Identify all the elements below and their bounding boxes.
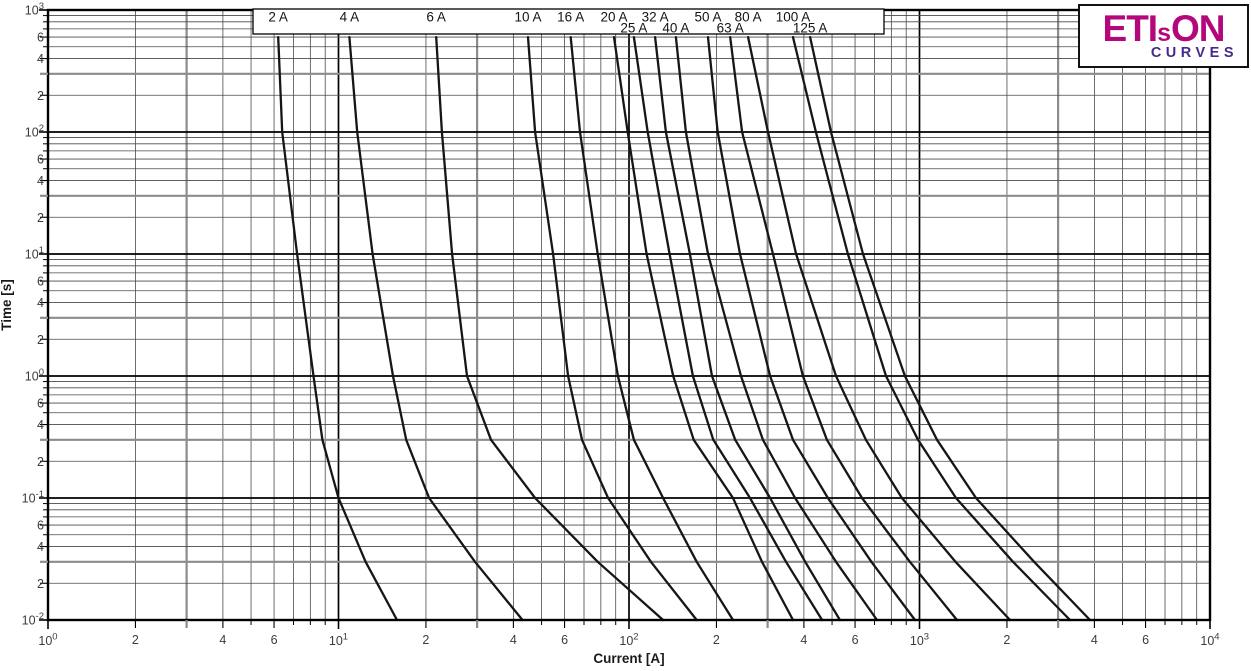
- y-tick-minor: 6: [37, 275, 44, 289]
- curve-20a: [612, 35, 795, 622]
- curve-label-strip: 2 A 4 A 6 A 10 A 16 A 20 A25 A32 A40 A 50 A63 …: [252, 8, 885, 36]
- curve-label-25a: 25 A: [620, 21, 647, 36]
- x-tick-decade-10e4: 104: [1200, 632, 1219, 649]
- curve-label-40a: 40 A: [662, 21, 689, 36]
- y-tick-minor: 6: [37, 397, 44, 411]
- logo-wordmark: ETIsON: [1103, 10, 1226, 47]
- x-axis-labels: 100 101 102 103 104 2 4 6 2 4 6 2 4 6 2 4 6 Current [A]: [38, 632, 1219, 667]
- curve-2a: [277, 35, 399, 622]
- x-tick-minor: 4: [219, 633, 226, 647]
- y-tick-minor: 4: [37, 52, 44, 66]
- etison-logo: ETIsON CURVES: [1078, 4, 1249, 68]
- y-tick-decade-10e-1: 10-1: [22, 489, 44, 506]
- curve-10a: [526, 35, 698, 622]
- curve-100a: [791, 35, 1072, 622]
- curve-label-16a: 16 A: [557, 10, 584, 25]
- logo-tagline: CURVES: [1150, 44, 1238, 61]
- curve-4a: [348, 35, 524, 622]
- y-tick-minor: 4: [37, 296, 44, 310]
- y-tick-minor: 2: [37, 333, 44, 347]
- y-tick-minor: 2: [37, 455, 44, 469]
- curve-label-100a: 100 A: [776, 10, 811, 25]
- curve-label-125a: 125 A: [793, 21, 828, 36]
- curve-6a: [435, 35, 665, 622]
- curve-40a: [674, 35, 879, 622]
- x-tick-minor: 2: [1003, 633, 1010, 647]
- x-tick-minor: 6: [561, 633, 568, 647]
- curve-label-63a: 63 A: [717, 21, 744, 36]
- x-tick-minor: 4: [1091, 633, 1098, 647]
- y-tick-decade-10e2: 102: [25, 123, 44, 140]
- curves: [277, 35, 1092, 622]
- curve-63a: [729, 35, 959, 622]
- x-tick-decade-10e3: 103: [910, 632, 929, 649]
- curve-label-box: [252, 8, 885, 35]
- x-axis-title: Current [A]: [593, 651, 664, 666]
- y-tick-minor: 4: [37, 540, 44, 554]
- y-tick-minor: 6: [37, 519, 44, 533]
- curve-25a: [632, 35, 824, 622]
- y-tick-minor: 4: [37, 418, 44, 432]
- y-tick-minor: 4: [37, 174, 44, 188]
- x-tick-minor: 2: [422, 633, 429, 647]
- curve-label-80a: 80 A: [735, 10, 762, 25]
- curve-50a: [706, 35, 917, 622]
- x-tick-minor: 2: [713, 633, 720, 647]
- x-tick-decade-10e2: 102: [619, 632, 638, 649]
- x-tick-decade-10e1: 101: [329, 632, 348, 649]
- curve-label-20a: 20 A: [600, 10, 627, 25]
- logo-text-eti: ETI: [1102, 7, 1159, 49]
- y-tick-minor: 2: [37, 577, 44, 591]
- x-tick-minor: 2: [132, 633, 139, 647]
- y-tick-minor: 6: [37, 31, 44, 45]
- curve-label-6a: 6 A: [426, 10, 446, 25]
- logo-text-s: s: [1157, 18, 1171, 47]
- y-axis-labels: 103 102 101 100 10-1 10-2 6 4 2 6 4 2 6 4 2 6 4 2 6 4 2 Time …: [0, 1, 44, 628]
- curve-label-4a: 4 A: [340, 10, 360, 25]
- y-tick-decade-10e0: 100: [25, 367, 44, 384]
- curve-16a: [569, 35, 735, 622]
- curve-125a: [808, 35, 1092, 622]
- x-tick-minor: 6: [852, 633, 859, 647]
- x-tick-minor: 4: [510, 633, 517, 647]
- y-axis-title: Time [s]: [0, 279, 14, 331]
- axis-ticks: [39, 9, 1211, 629]
- logo-text-on: ON: [1170, 7, 1225, 49]
- x-tick-decade-10e0: 100: [38, 632, 57, 649]
- y-tick-minor: 2: [37, 89, 44, 103]
- curve-80a: [746, 35, 1012, 622]
- x-tick-minor: 4: [800, 633, 807, 647]
- y-tick-decade-10e-2: 10-2: [22, 611, 44, 628]
- y-tick-decade-10e3: 103: [25, 1, 44, 18]
- curve-label-2a: 2 A: [268, 10, 288, 25]
- y-tick-decade-10e1: 101: [25, 245, 44, 262]
- x-tick-minor: 6: [271, 633, 278, 647]
- y-tick-minor: 2: [37, 211, 44, 225]
- curve-32a: [653, 35, 842, 622]
- curve-label-32a: 32 A: [642, 10, 669, 25]
- x-tick-minor: 6: [1142, 633, 1149, 647]
- y-tick-minor: 6: [37, 153, 44, 167]
- curve-label-10a: 10 A: [514, 10, 541, 25]
- curve-label-50a: 50 A: [694, 10, 721, 25]
